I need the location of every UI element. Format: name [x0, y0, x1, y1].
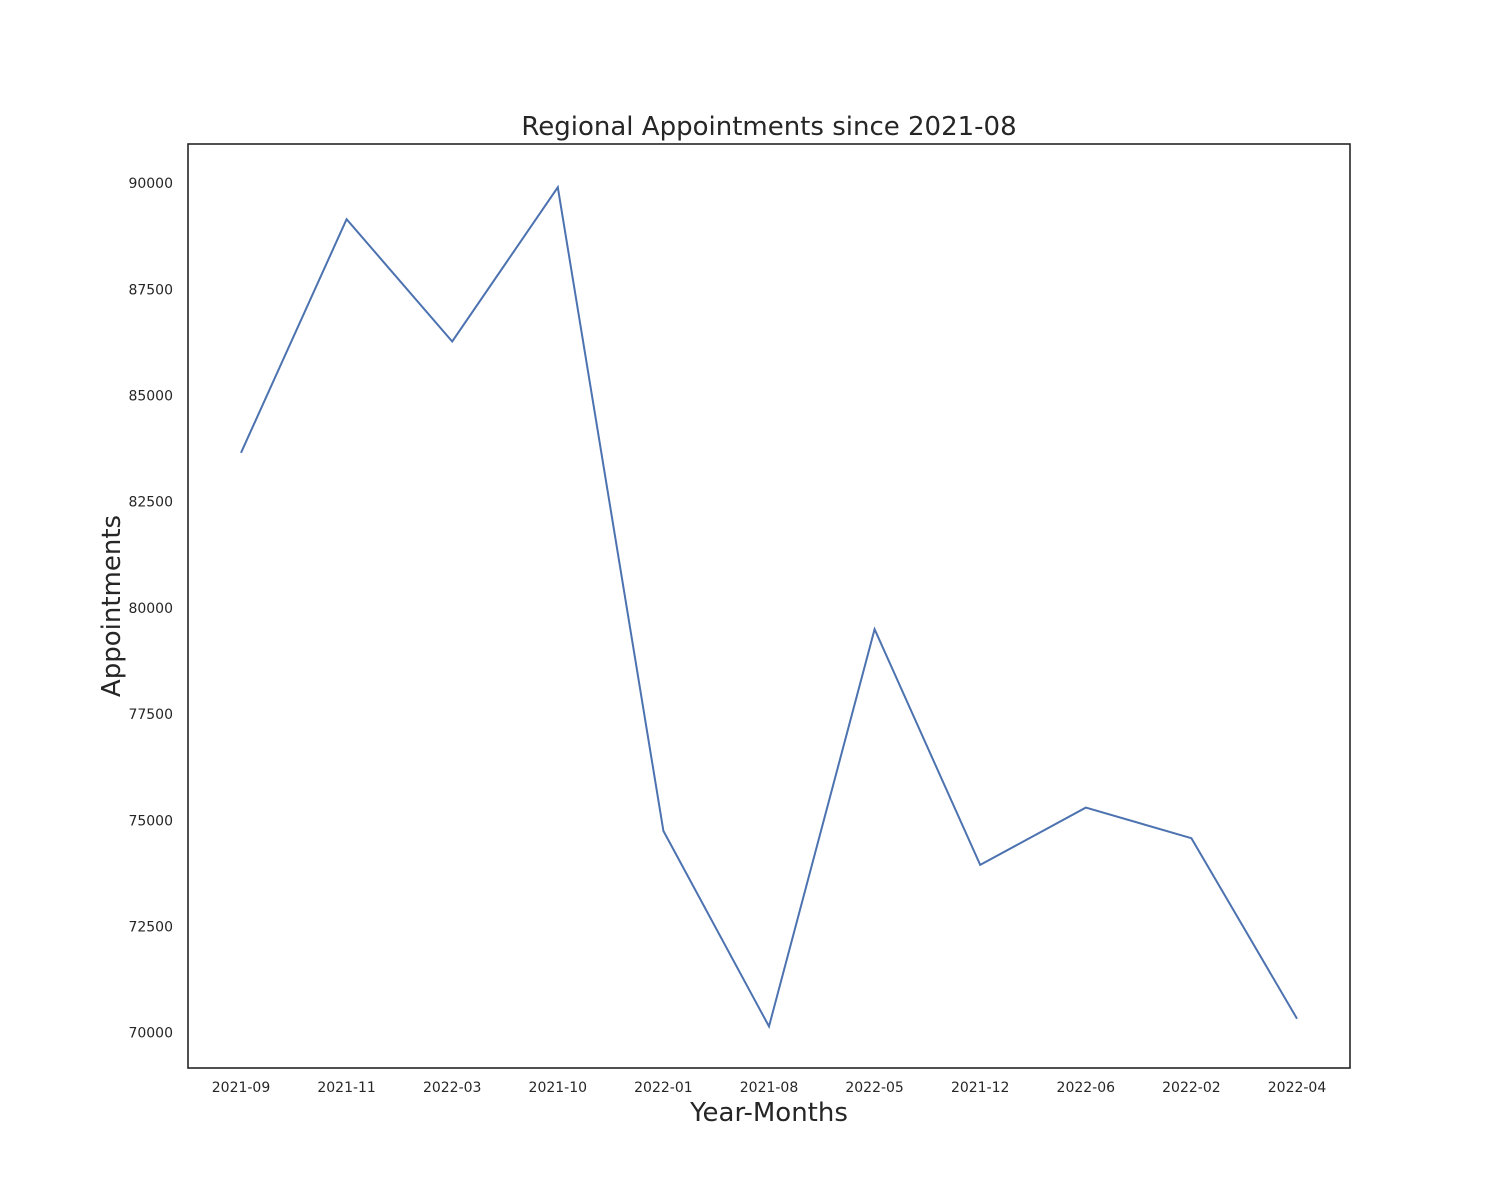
- y-tick-label: 87500: [128, 282, 173, 298]
- x-axis-label: Year-Months: [689, 1098, 848, 1128]
- y-tick-label: 72500: [128, 920, 173, 936]
- x-tick-label: 2022-01: [634, 1080, 693, 1096]
- x-tick-label: 2022-04: [1268, 1080, 1327, 1096]
- y-axis-label: Appointments: [97, 515, 127, 697]
- x-tick-label: 2022-06: [1057, 1080, 1116, 1096]
- y-tick-label: 82500: [128, 495, 173, 511]
- y-tick-label: 77500: [128, 707, 173, 723]
- x-tick-label: 2021-11: [317, 1080, 376, 1096]
- x-tick-label: 2022-05: [845, 1080, 904, 1096]
- chart-title: Regional Appointments since 2021-08: [521, 112, 1016, 142]
- y-tick-label: 90000: [128, 176, 173, 192]
- x-tick-label: 2022-02: [1162, 1080, 1221, 1096]
- x-tick-label: 2021-08: [740, 1080, 799, 1096]
- x-tick-label: 2021-10: [529, 1080, 588, 1096]
- y-tick-label: 80000: [128, 601, 173, 617]
- x-tick-label: 2022-03: [423, 1080, 482, 1096]
- y-tick-label: 85000: [128, 388, 173, 404]
- y-tick-label: 75000: [128, 813, 173, 829]
- x-tick-label: 2021-12: [951, 1080, 1010, 1096]
- y-tick-label: 70000: [128, 1026, 173, 1042]
- x-tick-label: 2021-09: [212, 1080, 271, 1096]
